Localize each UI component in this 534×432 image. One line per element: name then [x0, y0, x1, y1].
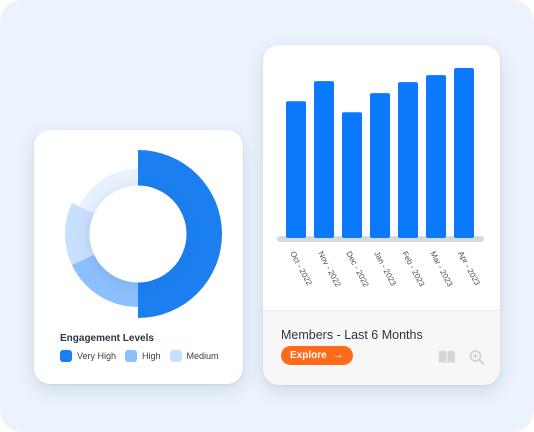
explore-label: Explore: [290, 350, 327, 361]
donut-slice-low[interactable]: [79, 169, 138, 214]
legend-item-high: High: [125, 350, 161, 362]
legend-label: Very High: [77, 351, 117, 361]
book-icon[interactable]: [438, 349, 456, 365]
card-divider: [263, 310, 500, 311]
legend-swatch: [169, 350, 182, 362]
legend-swatch: [60, 350, 72, 362]
legend-item-very-high: Very High: [60, 350, 116, 362]
donut-slice-high[interactable]: [71, 254, 138, 307]
engagement-card: Engagement Levels Very High High Medium: [34, 130, 243, 384]
donut-slice-medium[interactable]: [65, 202, 95, 266]
bar-Oct-2022[interactable]: [286, 101, 306, 238]
x-tick-label: Feb - 2023: [400, 250, 426, 289]
bar-Feb-2023[interactable]: [398, 82, 418, 238]
members-chart-card: Oct - 2022 Nov - 2022 Dec - 2022 Jan - 2023…: [263, 45, 500, 385]
x-tick-label: Oct - 2022: [288, 250, 314, 288]
chart-caption: Members - Last 6 Months: [281, 328, 423, 342]
legend: Very High High Medium: [60, 350, 219, 362]
x-tick-label: Mar - 2023: [428, 250, 454, 289]
engagement-donut-chart: [65, 150, 222, 318]
legend-item-medium: Medium: [169, 350, 219, 362]
bar-Apr-2023[interactable]: [454, 68, 474, 238]
legend-label: Medium: [186, 351, 219, 361]
x-tick-label: Nov - 2022: [316, 250, 343, 289]
members-bar-chart: Oct - 2022 Nov - 2022 Dec - 2022 Jan - 2023…: [277, 68, 484, 289]
legend-label: High: [142, 351, 161, 361]
card-footer: Members - Last 6 Months Explore →: [263, 311, 500, 385]
donut-slice-very-high[interactable]: [138, 150, 222, 318]
x-tick-label: Dec - 2022: [344, 250, 371, 289]
x-tick-label: Apr - 2023: [456, 250, 482, 288]
explore-button[interactable]: Explore →: [281, 346, 353, 365]
bar-Nov-2022[interactable]: [314, 81, 334, 238]
bar-Jan-2023[interactable]: [370, 93, 390, 238]
bar-Dec-2022[interactable]: [342, 112, 362, 238]
bar-Mar-2023[interactable]: [426, 75, 446, 239]
legend-title: Engagement Levels: [60, 333, 154, 344]
zoom-in-icon[interactable]: [468, 349, 486, 365]
donut-hole: [89, 185, 187, 283]
arrow-right-icon: →: [332, 349, 344, 361]
x-tick-label: Jan - 2023: [372, 250, 398, 288]
legend-swatch: [125, 350, 138, 362]
